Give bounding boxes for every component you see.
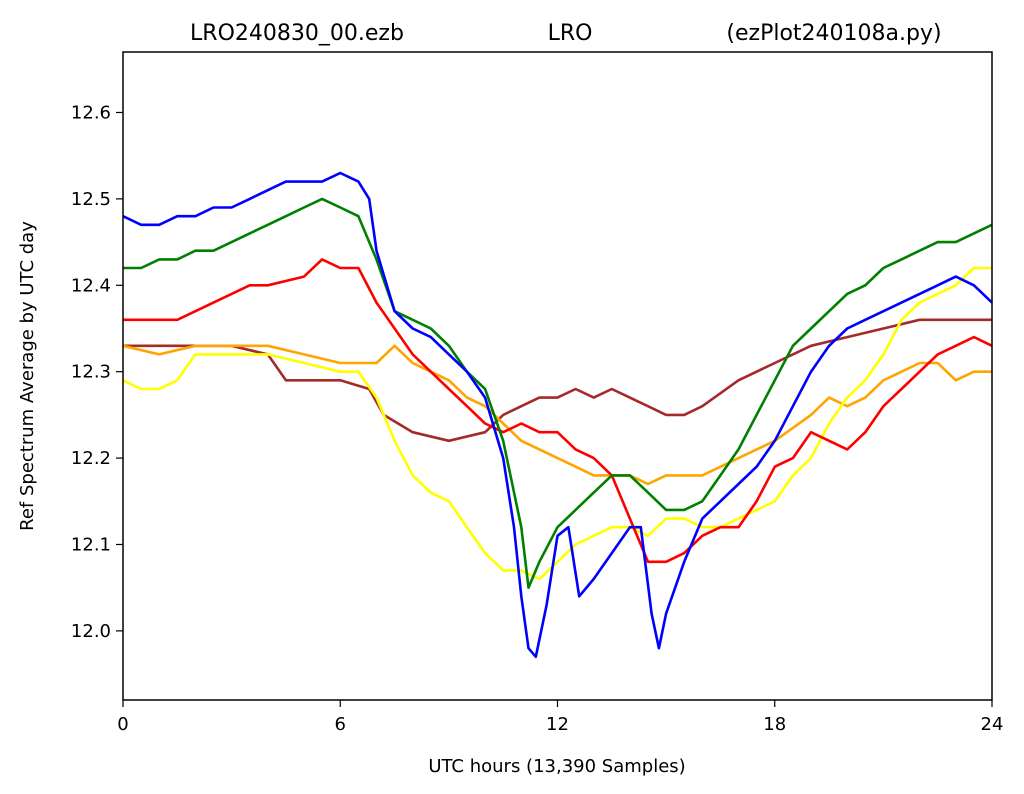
series-layer [122, 171, 993, 659]
x-axis-label: UTC hours (13,390 Samples) [428, 756, 685, 777]
y-tick-label: 12.0 [71, 621, 111, 642]
series-line-4 [123, 258, 993, 564]
x-tick-label: 0 [117, 714, 128, 735]
chart-title-center: LRO [548, 21, 593, 46]
chart-title-right: (ezPlot240108a.py) [726, 21, 941, 46]
y-tick-label: 12.4 [71, 275, 111, 296]
y-tick-label: 12.2 [71, 448, 111, 469]
y-tick-label: 12.3 [71, 362, 111, 383]
series-line-3 [122, 266, 992, 581]
x-tick-label: 18 [763, 714, 786, 735]
plot-frame [122, 51, 993, 701]
x-tick-label: 6 [335, 714, 346, 735]
y-tick-label: 12.6 [71, 102, 111, 123]
series-line-2 [122, 344, 992, 486]
chart-title-left: LRO240830_00.ezb [190, 21, 404, 46]
y-tick-label: 12.5 [71, 189, 111, 210]
x-tick-label: 24 [981, 714, 1004, 735]
ticks-layer: 0 6 12 18 24 12.0 12.1 12.2 12.3 12.4 12.5 12.6 [71, 102, 1004, 735]
y-tick-label: 12.1 [71, 534, 111, 555]
series-line-5 [123, 197, 993, 590]
x-tick-label: 12 [546, 714, 569, 735]
y-axis-label: Ref Spectrum Average by UTC day [17, 221, 38, 531]
series-line-1 [123, 318, 992, 443]
series-line-6 [122, 171, 993, 659]
